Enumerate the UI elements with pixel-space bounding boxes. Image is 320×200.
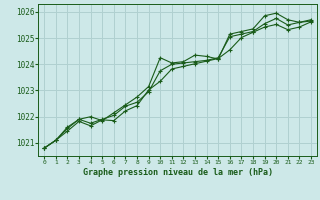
X-axis label: Graphe pression niveau de la mer (hPa): Graphe pression niveau de la mer (hPa) bbox=[83, 168, 273, 177]
